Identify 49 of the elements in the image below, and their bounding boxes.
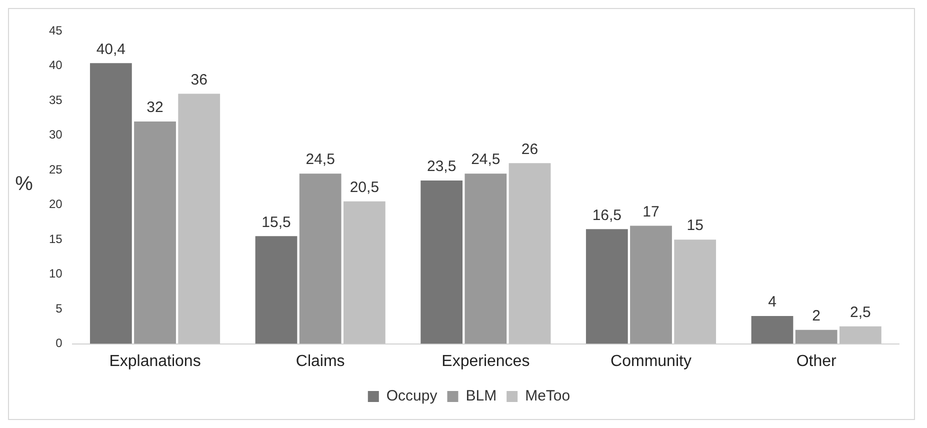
x-tick-label: Explanations — [109, 352, 201, 370]
data-label: 24,5 — [306, 151, 335, 168]
data-label: 32 — [146, 99, 164, 116]
data-label: 24,5 — [471, 151, 500, 168]
bar — [255, 236, 298, 344]
bar — [134, 122, 176, 344]
y-axis-title: % — [14, 172, 34, 196]
x-tick-label: Experiences — [442, 352, 530, 370]
bar — [299, 174, 342, 344]
bar — [420, 180, 463, 344]
x-tick-label: Other — [796, 352, 838, 370]
data-label: 15 — [686, 217, 704, 234]
y-tick-label: 40 — [48, 58, 63, 72]
y-tick-label: 35 — [48, 92, 63, 107]
y-tick-label: 15 — [48, 232, 63, 246]
bar — [586, 229, 628, 344]
data-label: 15,5 — [262, 214, 291, 231]
bar — [508, 163, 551, 344]
bar — [178, 94, 220, 344]
y-tick-label: 10 — [48, 266, 63, 281]
y-tick-label: 5 — [56, 301, 63, 316]
data-label: 26 — [521, 140, 538, 158]
y-tick-label: 45 — [48, 24, 63, 38]
data-label: 2 — [812, 308, 821, 325]
bar — [839, 326, 882, 344]
y-tick-label: 20 — [48, 197, 63, 212]
legend-label: BLM — [466, 388, 497, 405]
data-label: 20,5 — [350, 179, 380, 196]
data-label: 16,5 — [592, 206, 622, 224]
bar — [674, 240, 716, 344]
bar — [795, 330, 838, 344]
bar — [751, 316, 794, 344]
data-label: 2,5 — [850, 304, 871, 322]
data-label: 36 — [190, 71, 208, 88]
bar — [630, 226, 672, 344]
y-tick-label: 25 — [48, 162, 63, 176]
y-tick-label: 30 — [48, 128, 63, 142]
data-label: 4 — [768, 294, 776, 311]
legend-label: MeToo — [525, 388, 570, 405]
data-label: 23,5 — [426, 158, 456, 176]
bar — [343, 201, 386, 344]
legend-label: Occupy — [386, 388, 438, 405]
x-tick-label: Community — [610, 352, 692, 370]
bar — [90, 63, 132, 344]
x-tick-label: Claims — [296, 352, 345, 370]
data-label: 40,4 — [96, 40, 126, 58]
data-label: 17 — [642, 203, 660, 220]
y-tick-label: 0 — [56, 336, 63, 350]
bar — [464, 174, 507, 344]
